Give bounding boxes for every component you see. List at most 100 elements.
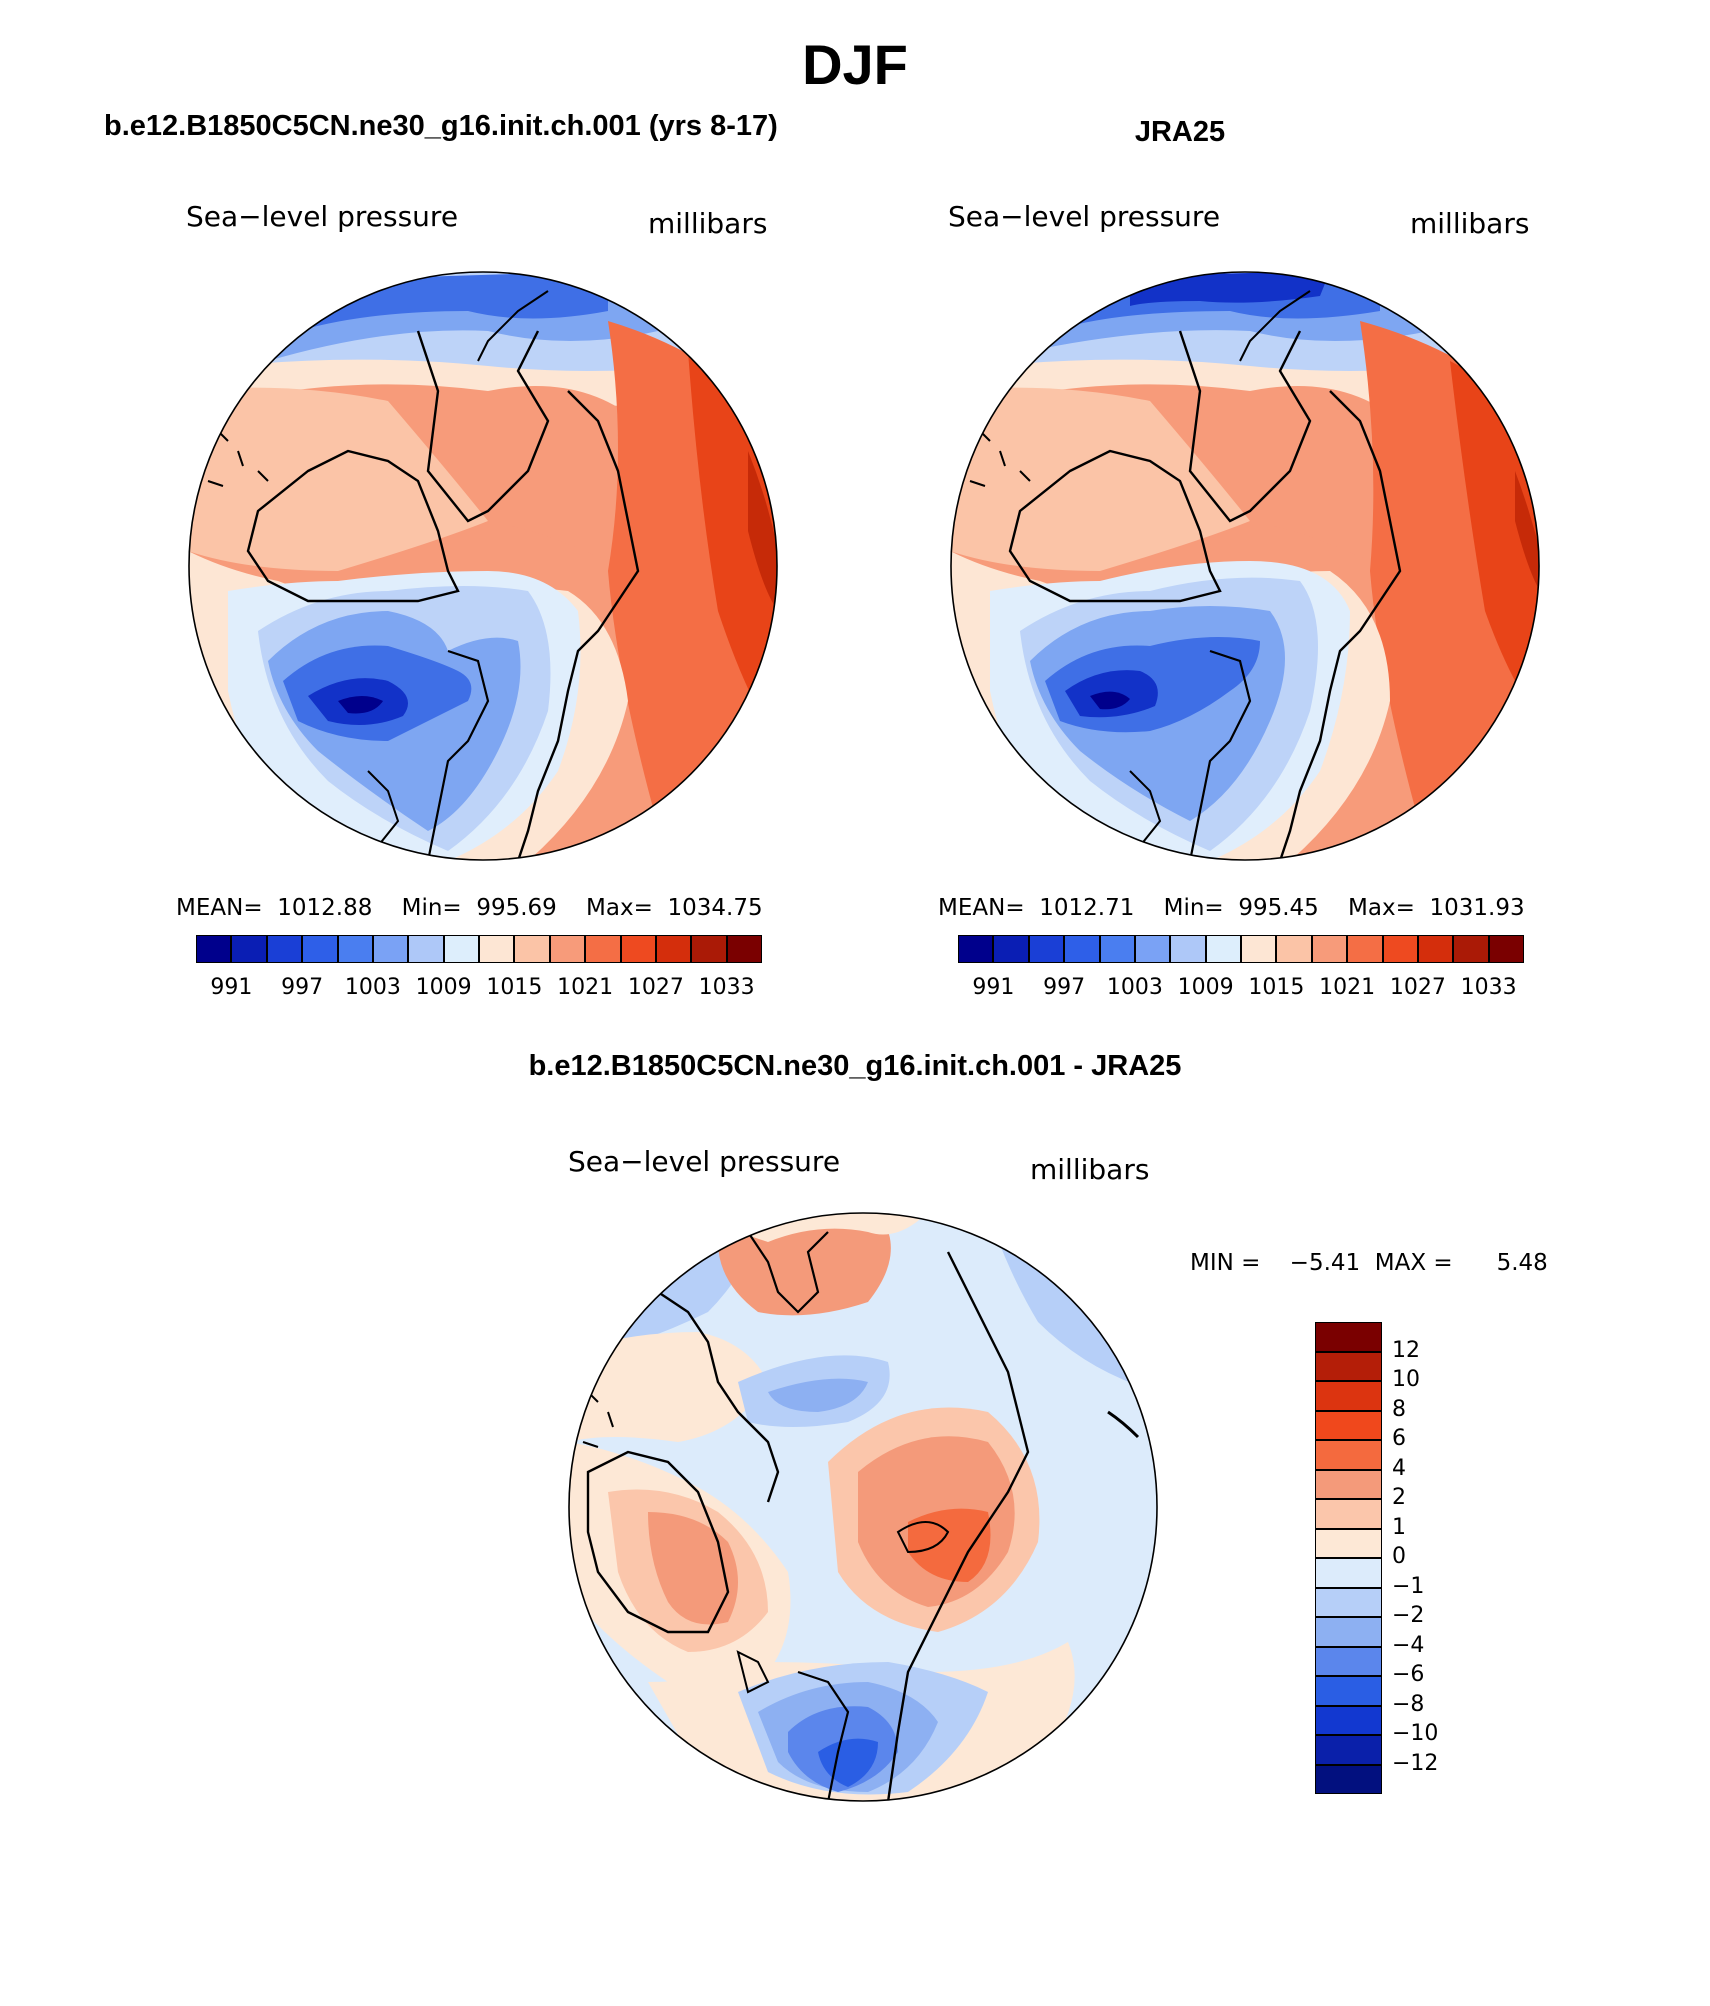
colorbar-swatch xyxy=(1382,935,1418,963)
colorbar-tick-label: 1033 xyxy=(698,975,755,1000)
min-label: Min= xyxy=(1163,895,1224,921)
colorbar-swatch xyxy=(655,935,692,963)
colorbar-swatch xyxy=(1205,935,1241,963)
colorbar-swatch xyxy=(1347,935,1383,963)
panel-2-stats: MEAN= 1012.71 Min= 995.45 Max= 1031.93 xyxy=(938,895,1525,921)
colorbar-swatch xyxy=(196,935,232,963)
colorbar-swatch xyxy=(1311,935,1348,963)
mean-label: MEAN= xyxy=(176,895,263,921)
colorbar-tick-label: 4 xyxy=(1392,1455,1406,1481)
colorbar-swatch xyxy=(1315,1558,1382,1588)
colorbar-swatch xyxy=(1170,935,1206,963)
colorbar-tick-label: −4 xyxy=(1392,1632,1425,1658)
colorbar-tick-label: −10 xyxy=(1392,1721,1439,1746)
colorbar-swatch xyxy=(1315,1735,1382,1765)
colorbar-tick-label: 1033 xyxy=(1460,975,1517,1000)
max-label: Max= xyxy=(1348,895,1415,921)
colorbar-tick-label: 991 xyxy=(972,975,1015,1000)
colorbar-swatch xyxy=(1315,1322,1382,1352)
colorbar-tick-label: −8 xyxy=(1392,1691,1425,1717)
panel-2-title: JRA25 xyxy=(1134,116,1226,148)
colorbar-swatch xyxy=(1241,935,1277,963)
panel-1-units: millibars xyxy=(648,207,768,240)
colorbar-difference-labels: 12 10 8 6 4 2 1 0 −1 −2 −4 −6 −8 −10 −12 xyxy=(1392,1322,1492,1794)
colorbar-swatch xyxy=(549,935,586,963)
colorbar-swatch xyxy=(958,935,994,963)
colorbar-tick-label: 1015 xyxy=(1248,975,1305,1000)
panel-3-variable: Sea−level pressure xyxy=(568,1145,841,1178)
colorbar-swatch xyxy=(1315,1469,1382,1499)
colorbar-tick-label: 1003 xyxy=(1106,975,1163,1000)
max-value: 1031.93 xyxy=(1429,895,1525,921)
min-value: −5.41 xyxy=(1289,1250,1361,1276)
colorbar-swatch xyxy=(1315,1351,1382,1381)
colorbar-tick-label: 997 xyxy=(1043,975,1086,1000)
panel-3-units: millibars xyxy=(1030,1153,1150,1186)
panel-3-stats: MIN = −5.41 MAX = 5.48 xyxy=(1190,1250,1548,1276)
colorbar-tick-label: 1027 xyxy=(627,975,684,1000)
colorbar-swatch xyxy=(1315,1764,1382,1794)
colorbar-tick-label: −6 xyxy=(1392,1662,1425,1687)
colorbar-swatch xyxy=(372,935,409,963)
colorbar-swatch xyxy=(1315,1381,1382,1411)
colorbar-swatch xyxy=(993,935,1029,963)
colorbar-tick-label: 1021 xyxy=(1319,975,1376,1000)
colorbar-tick-label: 1 xyxy=(1392,1514,1406,1540)
colorbar-swatch xyxy=(1315,1705,1382,1735)
colorbar-tick-label: 10 xyxy=(1392,1367,1420,1392)
colorbar-swatch xyxy=(1453,935,1489,963)
colorbar-swatch xyxy=(1099,935,1135,963)
map-panel-1 xyxy=(188,271,778,861)
panel-1-stats: MEAN= 1012.88 Min= 995.69 Max= 1034.75 xyxy=(176,895,763,921)
colorbar-panel-2-labels: 991 997 1003 1009 1015 1021 1027 1033 xyxy=(958,975,1524,1005)
map-panel-2 xyxy=(950,271,1540,861)
colorbar-tick-label: 0 xyxy=(1392,1544,1406,1569)
max-value: 5.48 xyxy=(1496,1250,1548,1276)
colorbar-swatch xyxy=(1315,1676,1382,1706)
colorbar-swatch xyxy=(266,935,303,963)
panel-1-title: b.e12.B1850C5CN.ne30_g16.init.ch.001 (yr… xyxy=(104,110,778,142)
mean-value: 1012.88 xyxy=(277,895,373,921)
colorbar-tick-label: −12 xyxy=(1392,1750,1439,1776)
colorbar-tick-label: 1027 xyxy=(1389,975,1446,1000)
colorbar-swatch xyxy=(1315,1499,1382,1529)
colorbar-panel-1-labels: 991 997 1003 1009 1015 1021 1027 1033 xyxy=(196,975,762,1005)
colorbar-swatch xyxy=(337,935,373,963)
colorbar-swatch xyxy=(1417,935,1454,963)
colorbar-swatch xyxy=(726,935,762,963)
colorbar-swatch xyxy=(1028,935,1065,963)
colorbar-swatch xyxy=(1315,1646,1382,1676)
colorbar-swatch xyxy=(408,935,444,963)
panel-1-variable: Sea−level pressure xyxy=(186,200,459,233)
mean-value: 1012.71 xyxy=(1039,895,1135,921)
min-value: 995.69 xyxy=(476,895,557,921)
colorbar-tick-label: 991 xyxy=(210,975,253,1000)
max-value: 1034.75 xyxy=(667,895,763,921)
min-value: 995.45 xyxy=(1238,895,1319,921)
panel-2-variable: Sea−level pressure xyxy=(948,200,1221,233)
colorbar-tick-label: −2 xyxy=(1392,1603,1425,1628)
colorbar-swatch xyxy=(585,935,621,963)
colorbar-swatch xyxy=(443,935,479,963)
colorbar-tick-label: 997 xyxy=(281,975,324,1000)
colorbar-swatch xyxy=(1315,1587,1382,1617)
max-label: Max= xyxy=(586,895,653,921)
colorbar-swatch xyxy=(1064,935,1100,963)
colorbar-tick-label: 6 xyxy=(1392,1426,1406,1451)
colorbar-swatch xyxy=(1276,935,1312,963)
map-panel-3-difference xyxy=(568,1212,1158,1802)
colorbar-tick-label: −1 xyxy=(1392,1573,1425,1599)
colorbar-swatch xyxy=(479,935,515,963)
colorbar-swatch xyxy=(1315,1528,1382,1558)
page-title: DJF xyxy=(802,33,908,96)
colorbar-tick-label: 1021 xyxy=(557,975,614,1000)
colorbar-swatch xyxy=(302,935,338,963)
colorbar-swatch xyxy=(1488,935,1524,963)
colorbar-swatch xyxy=(691,935,727,963)
colorbar-swatch xyxy=(1315,1440,1382,1470)
colorbar-panel-1 xyxy=(196,935,762,963)
mean-label: MEAN= xyxy=(938,895,1025,921)
colorbar-swatch xyxy=(1134,935,1171,963)
min-label: MIN = xyxy=(1190,1250,1261,1276)
panel-2-units: millibars xyxy=(1410,207,1530,240)
